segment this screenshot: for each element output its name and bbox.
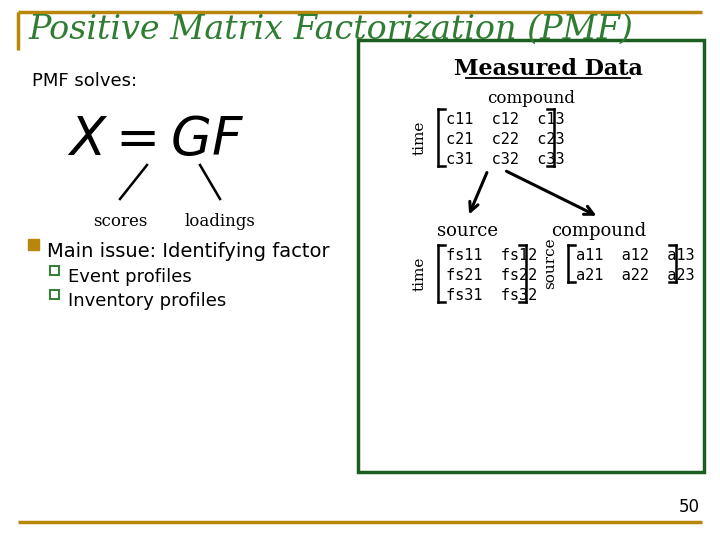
Text: c21  c22  c23: c21 c22 c23: [446, 132, 564, 147]
Text: 50: 50: [679, 498, 700, 516]
Bar: [50, 290, 59, 299]
Text: a11  a12  a13: a11 a12 a13: [576, 248, 695, 263]
Text: fs31  fs32: fs31 fs32: [446, 288, 537, 303]
Text: c31  c32  c33: c31 c32 c33: [446, 152, 564, 167]
Text: time: time: [413, 120, 427, 154]
Text: $\mathit{X} = \mathit{GF}$: $\mathit{X} = \mathit{GF}$: [66, 114, 243, 166]
Bar: [28, 239, 39, 250]
Text: Inventory profiles: Inventory profiles: [68, 292, 226, 310]
Bar: [50, 266, 59, 275]
Text: compound: compound: [487, 90, 575, 107]
FancyBboxPatch shape: [358, 40, 704, 472]
Text: scores: scores: [93, 213, 147, 230]
Text: Event profiles: Event profiles: [68, 268, 192, 286]
Text: a21  a22  a23: a21 a22 a23: [576, 268, 695, 283]
Text: fs11  fs12: fs11 fs12: [446, 248, 537, 263]
Text: loadings: loadings: [184, 213, 256, 230]
Text: source: source: [543, 238, 557, 289]
Text: PMF solves:: PMF solves:: [32, 72, 137, 90]
Text: Positive Matrix Factorization (PMF): Positive Matrix Factorization (PMF): [28, 14, 633, 46]
Text: time: time: [413, 256, 427, 291]
Text: Main issue: Identifying factor: Main issue: Identifying factor: [47, 242, 330, 261]
Text: Measured Data: Measured Data: [454, 58, 643, 80]
Text: c11  c12  c13: c11 c12 c13: [446, 112, 564, 127]
Text: compound: compound: [552, 222, 647, 240]
Text: fs21  fs22: fs21 fs22: [446, 268, 537, 283]
Text: source: source: [438, 222, 498, 240]
